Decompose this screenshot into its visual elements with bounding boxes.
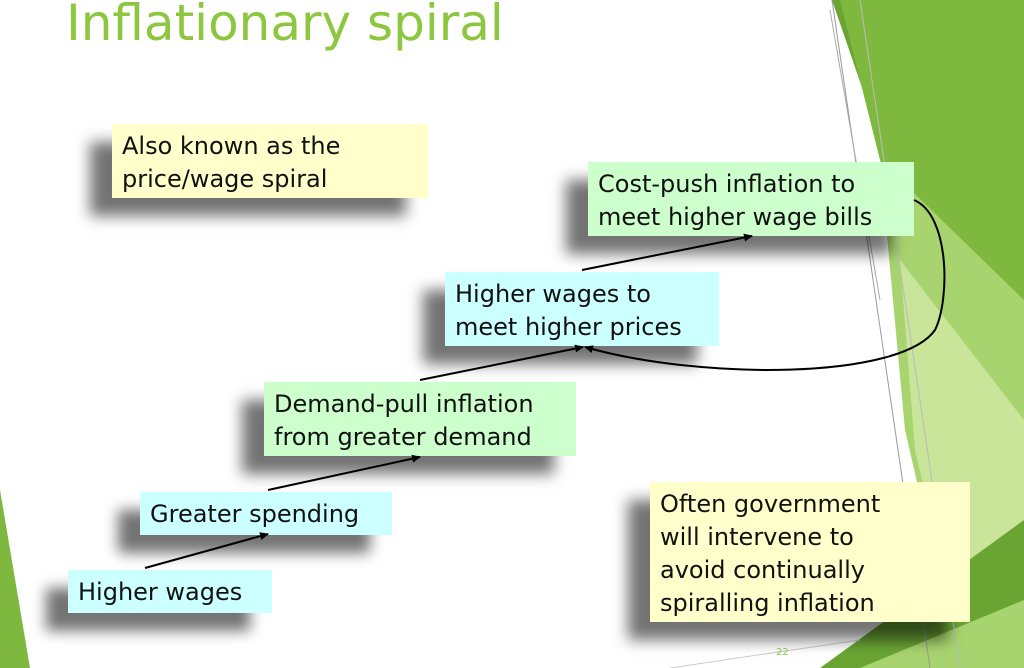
box-line: will intervene to — [660, 523, 854, 551]
left-facet — [0, 490, 30, 668]
slide-title: Inflationary spiral — [66, 0, 504, 52]
box-line: Demand-pull inflation — [274, 390, 534, 418]
box-line: meet higher prices — [455, 313, 682, 341]
greater-spending-box: Greater spending — [140, 492, 392, 535]
box-line: Cost-push inflation to — [598, 170, 856, 198]
bottom-right-facet-light — [860, 600, 1024, 668]
box-line: Also known as the — [122, 132, 341, 160]
box-line: Higher wages — [78, 578, 243, 606]
bottom-facet-line — [669, 639, 861, 668]
higher-wages-to-box: Higher wages to meet higher prices — [445, 272, 719, 346]
box-line: spiralling inflation — [660, 589, 875, 617]
box-line: avoid continually — [660, 556, 865, 584]
also-known-box: Also known as the price/wage spiral — [112, 124, 428, 198]
government-box: Often government will intervene to avoid… — [650, 482, 970, 622]
box-line: Higher wages to — [455, 280, 651, 308]
cost-push-box: Cost-push inflation to meet higher wage … — [588, 162, 914, 236]
demand-pull-box: Demand-pull inflation from greater deman… — [264, 382, 576, 456]
box-line: meet higher wage bills — [598, 203, 873, 231]
box-line: Greater spending — [150, 500, 360, 528]
higher-wages-box: Higher wages — [68, 570, 272, 613]
box-line: price/wage spiral — [122, 165, 328, 193]
box-line: Often government — [660, 490, 881, 518]
box-line: from greater demand — [274, 423, 532, 451]
page-number: 22 — [776, 647, 789, 658]
